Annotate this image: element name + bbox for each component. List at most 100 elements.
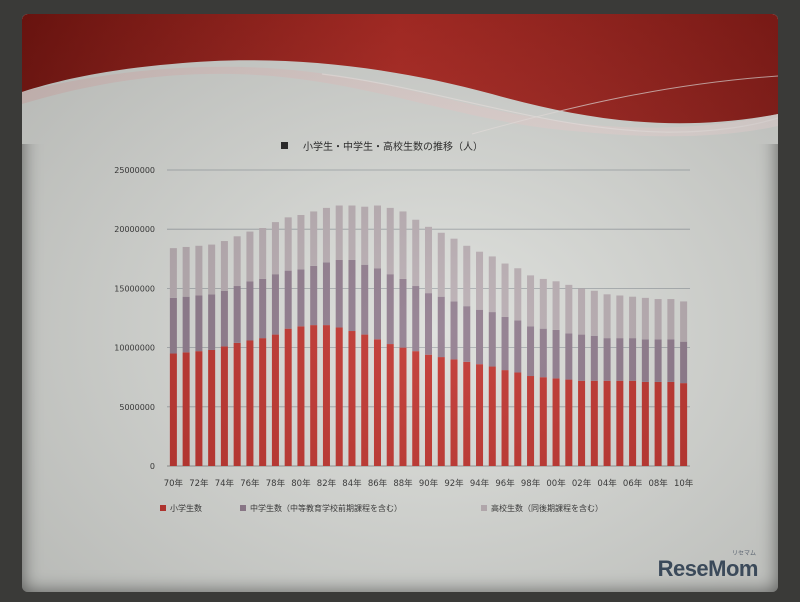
bar-segment-series-3 (680, 301, 688, 342)
x-tick-label: 02年 (572, 478, 592, 489)
bar-segment-series-1 (399, 347, 407, 466)
bar-segment-series-2 (284, 270, 292, 329)
bar-segment-series-1 (654, 381, 662, 466)
bar-segment-series-2 (629, 338, 637, 381)
legend-label: 高校生数（同後期課程を含む） (491, 503, 603, 513)
x-tick-label: 94年 (470, 478, 490, 489)
bar-segment-series-3 (208, 244, 216, 295)
title-marker (281, 142, 288, 149)
bar-segment-series-1 (476, 364, 484, 466)
bar-segment-series-1 (616, 380, 624, 466)
bar-segment-series-1 (641, 381, 649, 466)
bar-segment-series-1 (361, 334, 369, 466)
x-axis-ticks: 70年 72年 74年 76年 78年 80年 82年 84年 86年 88年 90年 92年 94年 9… (164, 478, 694, 489)
bar-segment-series-2 (208, 294, 216, 350)
slide-canvas: 小学生・中学生・高校生数の推移（人） 0 5000000 10000000 15000… (22, 14, 778, 513)
bar-segment-series-1 (463, 361, 471, 466)
x-tick-label: 90年 (419, 478, 439, 489)
bar-segment-series-2 (578, 334, 586, 381)
bar-segment-series-3 (233, 236, 241, 287)
bar-segment-series-2 (271, 274, 279, 335)
bar-segment-series-2 (552, 329, 560, 379)
bar-segment-series-1 (667, 381, 675, 466)
bar-segment-series-3 (514, 268, 522, 321)
bar-segment-series-3 (641, 297, 649, 340)
y-tick-label: 25000000 (114, 166, 155, 175)
legend-swatch (240, 505, 246, 511)
bar-segment-series-1 (297, 326, 305, 466)
bar-segment-series-3 (195, 245, 203, 296)
bar-segment-series-3 (271, 222, 279, 275)
bar-segment-series-3 (310, 211, 318, 266)
bar-segment-series-2 (590, 335, 598, 381)
bar-segment-series-3 (654, 299, 662, 340)
bar-segment-series-1 (373, 339, 381, 466)
bar-segment-series-2 (412, 286, 420, 352)
x-tick-label: 98年 (521, 478, 541, 489)
x-tick-label: 88年 (393, 478, 413, 489)
bar-segment-series-3 (590, 290, 598, 336)
bar-segment-series-3 (565, 284, 573, 334)
bar-segment-series-1 (322, 325, 330, 466)
chart-legend: 小学生数 中学生数（中等教育学校前期課程を含む） 高校生数（同後期課程を含む） (160, 503, 603, 513)
bar-segment-series-1 (169, 353, 177, 466)
bar-segment-series-3 (399, 211, 407, 279)
bar-segment-series-1 (246, 340, 254, 466)
bar-segment-series-2 (641, 339, 649, 382)
bar-segment-series-1 (310, 325, 318, 466)
x-tick-label: 86年 (368, 478, 388, 489)
bar-segment-series-2 (463, 306, 471, 362)
bar-segment-series-2 (361, 264, 369, 335)
bar-segment-series-2 (322, 262, 330, 326)
x-tick-label: 78年 (266, 478, 286, 489)
bar-segment-series-3 (182, 246, 190, 297)
bar-segment-series-2 (476, 309, 484, 365)
x-tick-label: 76年 (240, 478, 260, 489)
bar-segment-series-1 (259, 338, 267, 466)
bar-segment-series-1 (450, 359, 458, 466)
bar-segment-series-1 (208, 349, 216, 466)
bar-segment-series-2 (667, 339, 675, 382)
bar-segment-series-2 (233, 286, 241, 343)
bar-segment-series-3 (348, 205, 356, 260)
bar-segment-series-2 (488, 312, 496, 367)
bar-segment-series-3 (603, 294, 611, 339)
bar-segment-series-1 (514, 372, 522, 466)
y-tick-label: 15000000 (114, 284, 155, 293)
bar-segment-series-3 (501, 263, 509, 317)
y-tick-label: 20000000 (114, 225, 155, 234)
bar-segment-series-3 (297, 214, 305, 270)
bar-segment-series-3 (552, 281, 560, 330)
logo-kana: リセマム (731, 550, 756, 557)
bar-segment-series-2 (386, 274, 394, 345)
y-axis-ticks: 0 5000000 10000000 15000000 20000000 25000000 (114, 166, 155, 471)
bar-segment-series-3 (539, 278, 547, 329)
bar-segment-series-2 (373, 268, 381, 340)
bar-segment-series-1 (220, 346, 228, 466)
legend-swatch (160, 505, 166, 511)
bar-segment-series-3 (169, 248, 177, 298)
y-tick-label: 10000000 (114, 344, 155, 353)
x-tick-label: 00年 (546, 478, 566, 489)
x-tick-label: 74年 (215, 478, 235, 489)
bar-segment-series-2 (527, 326, 535, 377)
bar-segment-series-3 (476, 251, 484, 310)
bar-segment-series-1 (412, 351, 420, 466)
legend-label: 中学生数（中等教育学校前期課程を含む） (250, 503, 402, 513)
x-tick-label: 06年 (623, 478, 643, 489)
bar-segment-series-2 (437, 296, 445, 358)
bar-segment-series-1 (348, 331, 356, 466)
bar-segment-series-1 (501, 370, 509, 466)
projection-screen: 小学生・中学生・高校生数の推移（人） 0 5000000 10000000 15000… (22, 14, 778, 592)
bar-segment-series-1 (680, 383, 688, 466)
bar-segment-series-2 (297, 269, 305, 327)
x-tick-label: 04年 (597, 478, 617, 489)
bar-segment-series-3 (463, 245, 471, 307)
bar-segment-series-2 (246, 281, 254, 341)
bar-segment-series-3 (616, 295, 624, 339)
x-tick-label: 70年 (164, 478, 184, 489)
bar-segment-series-2 (501, 316, 509, 371)
bar-segment-series-1 (539, 377, 547, 466)
bar-segment-series-2 (399, 278, 407, 348)
bar-segment-series-3 (386, 207, 394, 275)
